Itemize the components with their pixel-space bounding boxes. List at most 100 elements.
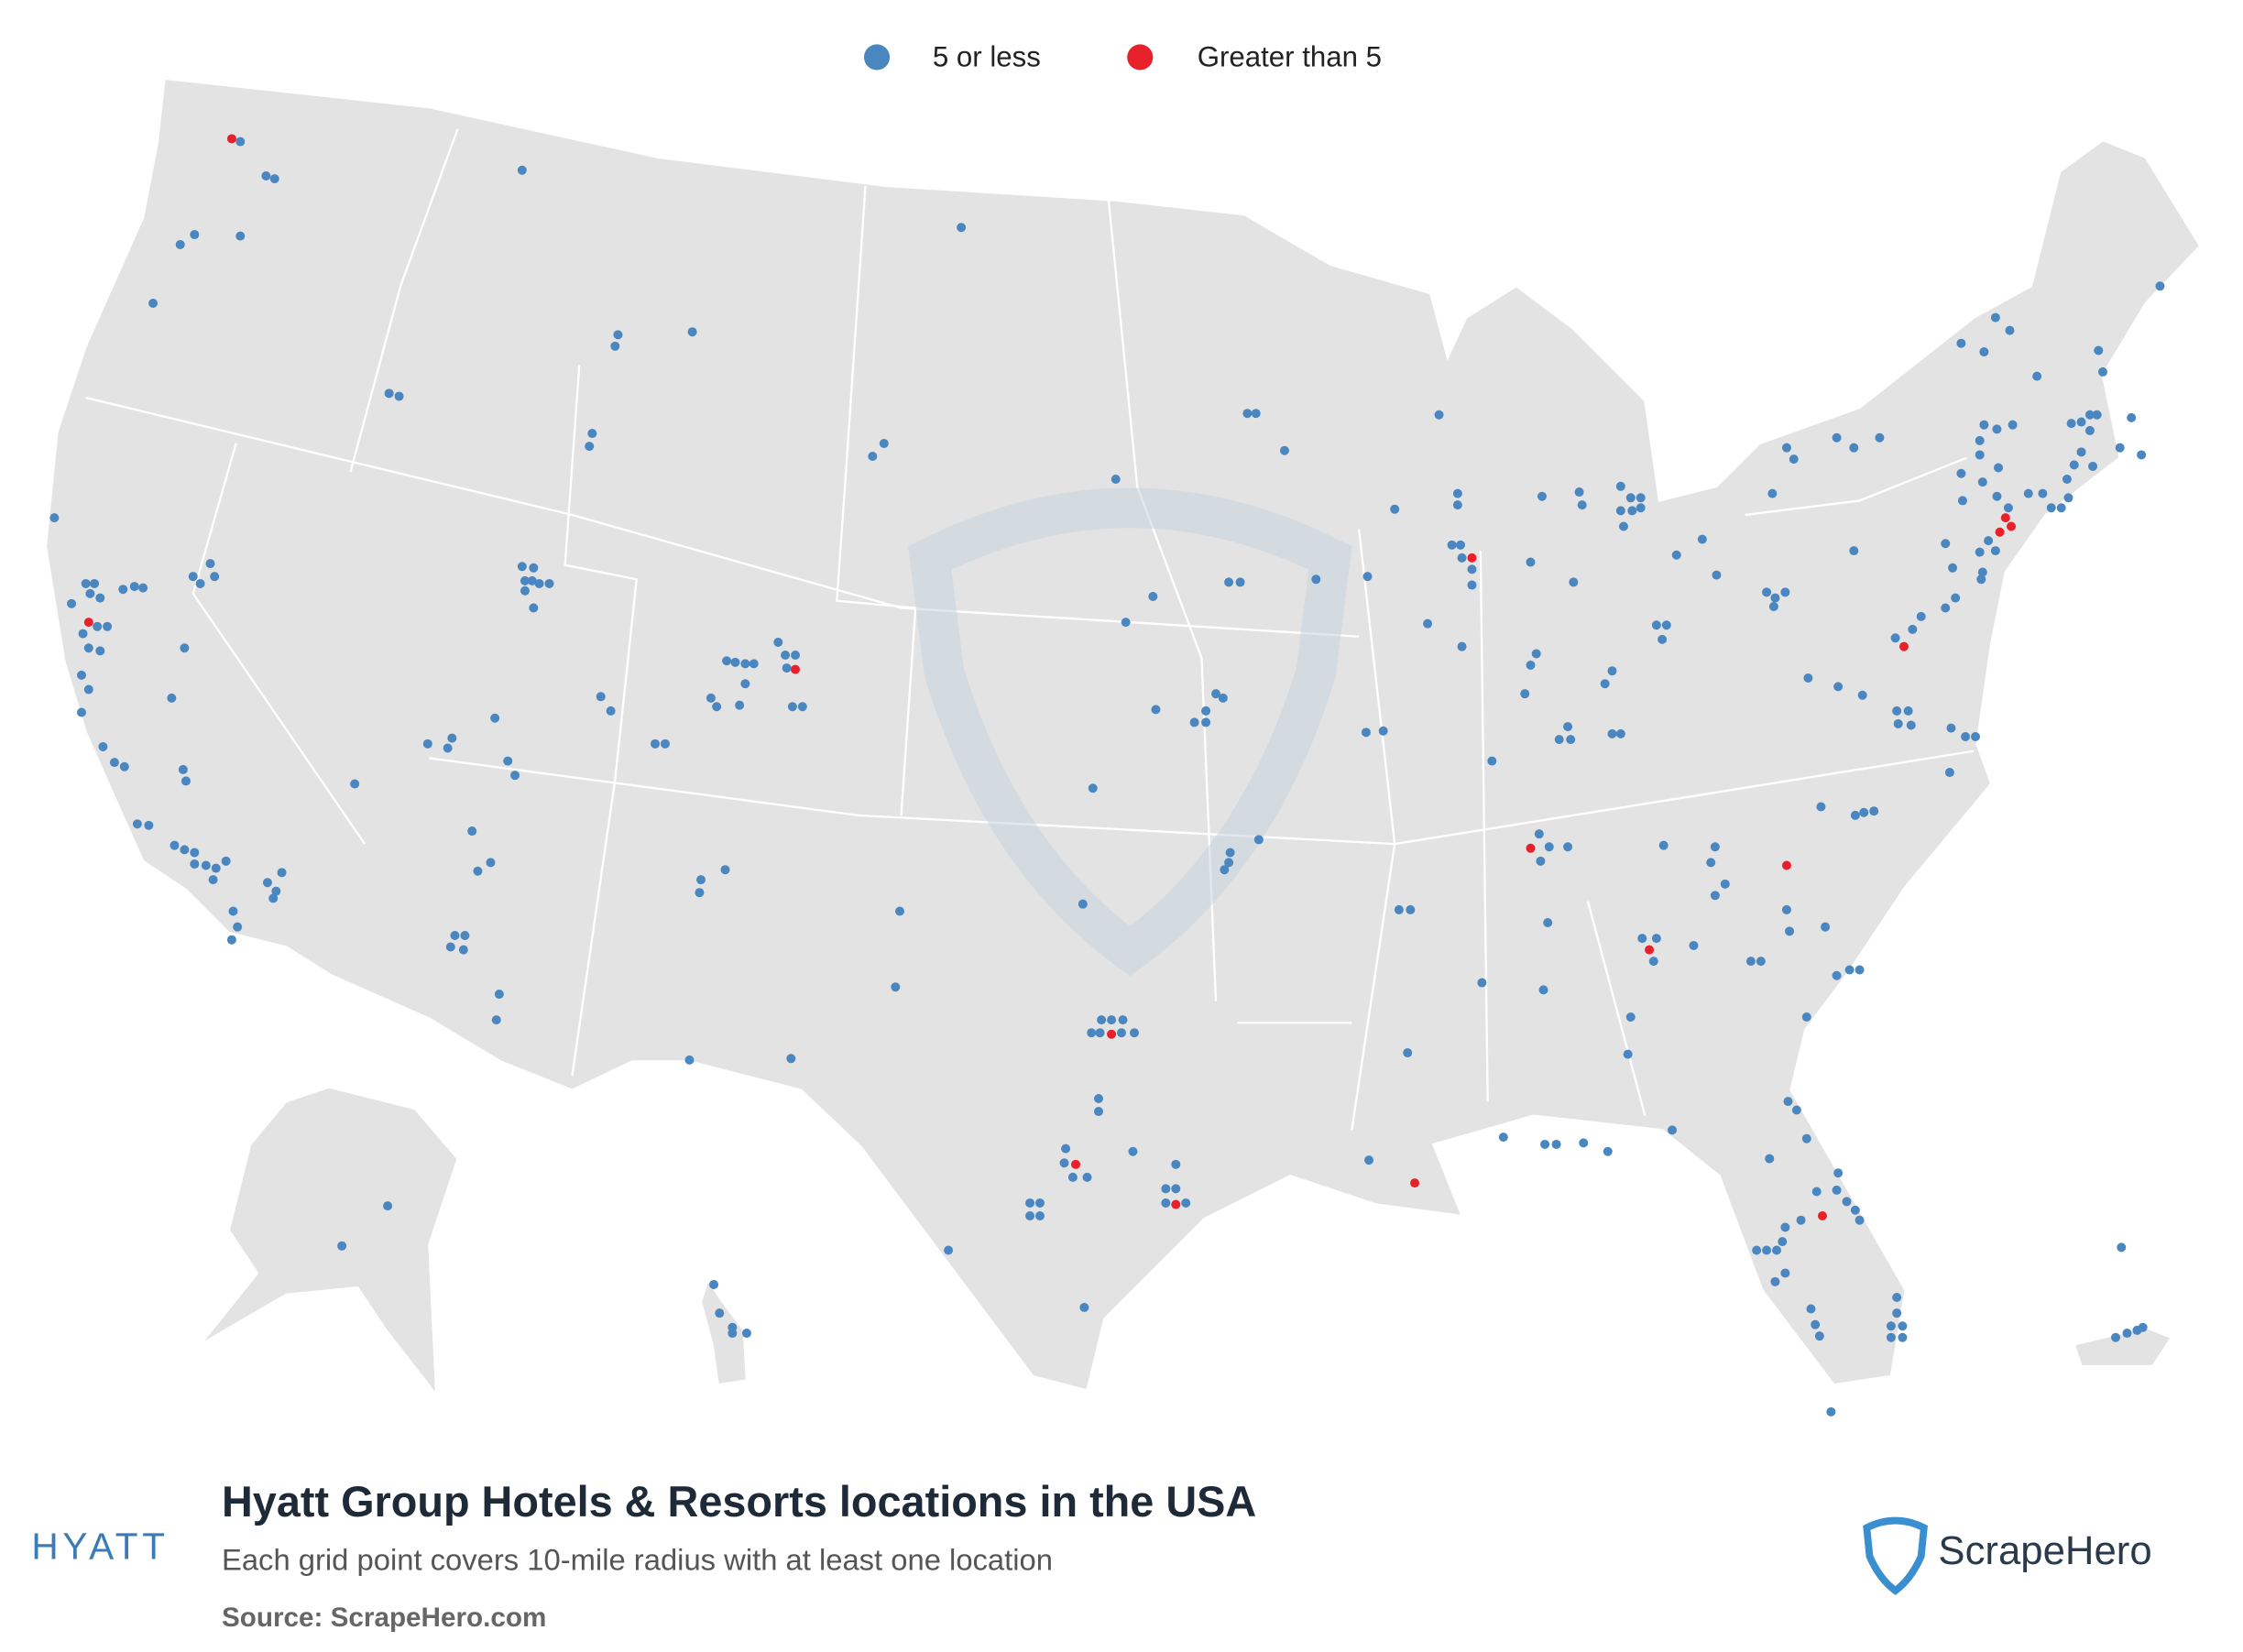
location-dot bbox=[1434, 410, 1444, 420]
location-dot bbox=[1577, 500, 1587, 510]
location-dot bbox=[2007, 521, 2017, 531]
location-dot bbox=[103, 621, 113, 631]
location-dot bbox=[1061, 1143, 1071, 1154]
location-dot bbox=[1781, 860, 1791, 870]
location-dot bbox=[1534, 829, 1544, 839]
location-dot bbox=[1477, 978, 1487, 988]
location-dot bbox=[1857, 690, 1867, 700]
location-dot bbox=[1447, 540, 1457, 550]
location-dot bbox=[510, 771, 520, 781]
location-dot bbox=[1658, 634, 1668, 644]
location-dot bbox=[2092, 410, 2102, 420]
location-dot bbox=[269, 174, 279, 184]
location-dot bbox=[1181, 1198, 1191, 1208]
location-dot bbox=[1855, 965, 1865, 975]
legend-swatch bbox=[1127, 44, 1154, 71]
location-dot bbox=[720, 865, 730, 875]
location-dot bbox=[1977, 477, 1987, 487]
location-dot bbox=[1107, 1029, 1117, 1039]
location-dot bbox=[1111, 475, 1121, 484]
location-dot bbox=[1467, 564, 1477, 574]
location-dot bbox=[957, 223, 967, 233]
location-dot bbox=[1668, 1125, 1678, 1135]
location-dot bbox=[181, 776, 191, 786]
location-dot bbox=[2094, 345, 2104, 356]
location-dot bbox=[350, 779, 360, 789]
location-dot bbox=[1892, 1293, 1902, 1303]
location-dot bbox=[1095, 1028, 1105, 1038]
location-dot bbox=[1627, 506, 1637, 516]
location-dot bbox=[1803, 673, 1813, 684]
location-dot bbox=[879, 438, 889, 448]
watermark bbox=[908, 487, 1352, 977]
location-dot bbox=[490, 713, 500, 723]
location-dot bbox=[2063, 493, 2073, 503]
location-dot bbox=[167, 693, 177, 703]
location-dot bbox=[1171, 1199, 1181, 1209]
location-dot bbox=[2003, 503, 2013, 513]
location-dot bbox=[144, 820, 154, 830]
location-dot bbox=[211, 863, 221, 873]
location-dot bbox=[1225, 848, 1235, 858]
location-dot bbox=[2056, 503, 2066, 513]
location-dot bbox=[1094, 1107, 1103, 1117]
location-dot bbox=[1242, 409, 1253, 419]
location-dot bbox=[891, 982, 901, 992]
location-dot bbox=[1487, 756, 1497, 766]
location-dot bbox=[587, 429, 597, 439]
location-dot bbox=[660, 738, 670, 749]
location-dot bbox=[1088, 783, 1098, 793]
location-dot bbox=[208, 875, 218, 885]
location-dot bbox=[1538, 985, 1548, 995]
location-dot bbox=[1796, 1215, 1806, 1225]
location-dot bbox=[178, 764, 188, 774]
location-dot bbox=[1975, 450, 1985, 460]
location-dot bbox=[529, 563, 539, 573]
location-dot bbox=[1770, 593, 1780, 603]
location-dot bbox=[715, 1308, 725, 1318]
location-dot bbox=[1710, 842, 1720, 852]
location-dot bbox=[610, 341, 620, 351]
location-dot bbox=[1906, 720, 1916, 730]
location-dot bbox=[1551, 1139, 1561, 1149]
location-dot bbox=[1615, 728, 1625, 738]
location-dot bbox=[1898, 641, 1909, 651]
location-dot bbox=[1984, 536, 1994, 546]
location-dot bbox=[78, 629, 88, 639]
location-dot bbox=[268, 893, 279, 903]
location-dot bbox=[1791, 1105, 1801, 1115]
location-dot bbox=[138, 583, 148, 593]
location-dot bbox=[1457, 641, 1467, 651]
location-dot bbox=[2005, 325, 2015, 335]
location-dot bbox=[1814, 1331, 1824, 1341]
location-dot bbox=[1457, 552, 1467, 563]
location-dot bbox=[83, 618, 93, 628]
location-dot bbox=[49, 513, 60, 523]
location-dot bbox=[1706, 858, 1716, 868]
location-dot bbox=[460, 931, 470, 941]
location-dot bbox=[1148, 592, 1158, 602]
location-dot bbox=[1651, 934, 1661, 944]
location-dot bbox=[1235, 577, 1245, 587]
location-dot bbox=[1977, 567, 1987, 577]
location-dot bbox=[517, 165, 527, 175]
location-dot bbox=[226, 935, 236, 945]
location-dot bbox=[1121, 618, 1131, 628]
location-dot bbox=[2088, 461, 2098, 471]
location-dot bbox=[1034, 1211, 1045, 1221]
location-dot bbox=[596, 692, 606, 702]
location-dot bbox=[1025, 1198, 1035, 1208]
location-dot bbox=[1892, 706, 1902, 716]
location-dot bbox=[741, 1329, 751, 1339]
location-dot bbox=[1658, 840, 1669, 850]
location-dot bbox=[1780, 1222, 1790, 1232]
location-dot bbox=[2038, 488, 2048, 498]
location-dot bbox=[722, 656, 732, 666]
location-dot bbox=[585, 442, 595, 452]
location-dot bbox=[473, 866, 483, 876]
location-dot bbox=[1785, 926, 1795, 936]
location-dot bbox=[95, 593, 105, 603]
location-dot bbox=[1941, 603, 1951, 613]
location-dot bbox=[1951, 593, 1961, 603]
location-dot bbox=[1574, 487, 1584, 498]
